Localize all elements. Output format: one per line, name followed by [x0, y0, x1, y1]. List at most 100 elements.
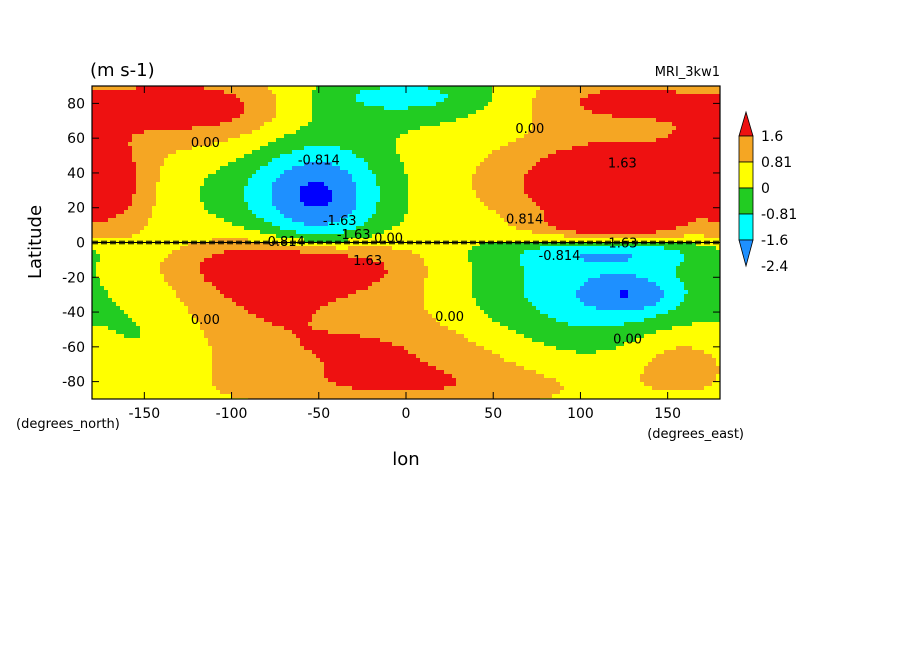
- field-cell: [368, 286, 425, 291]
- field-cell: [108, 326, 141, 331]
- x-axis-ticks: -150 -100 -50 0 50 100 150: [128, 86, 681, 422]
- field-cell: [664, 246, 717, 251]
- field-cell: [292, 218, 341, 223]
- field-cell: [244, 154, 281, 159]
- field-cell: [336, 298, 425, 303]
- field-cell: [160, 170, 217, 175]
- field-cell: [108, 218, 149, 223]
- field-cell: [652, 358, 717, 363]
- field-cell: [588, 278, 649, 283]
- field-cell: [112, 298, 181, 303]
- x-tick-label: -100: [216, 406, 248, 422]
- field-cell: [92, 258, 101, 263]
- field-cell: [252, 150, 293, 155]
- field-cell: [92, 126, 193, 131]
- field-cell: [428, 362, 517, 367]
- field-cell: [464, 334, 525, 339]
- field-cell: [300, 194, 333, 199]
- field-cell: [92, 106, 245, 111]
- field-cell: [688, 222, 720, 227]
- field-cell: [684, 286, 720, 291]
- field-cell: [624, 322, 693, 327]
- field-cell: [356, 94, 449, 99]
- field-cell: [300, 250, 413, 255]
- field-cell: [500, 146, 573, 151]
- field-cell: [400, 154, 489, 159]
- field-cell: [524, 186, 720, 191]
- field-cell: [244, 110, 277, 115]
- field-cell: [356, 206, 377, 211]
- field-cell: [508, 142, 589, 147]
- field-cell: [132, 150, 177, 155]
- x-units-label: (degrees_east): [647, 427, 744, 442]
- field-cell: [548, 314, 657, 319]
- field-cell: [224, 218, 265, 223]
- field-cell: [340, 218, 369, 223]
- field-cell: [212, 354, 317, 359]
- field-cell: [248, 206, 277, 211]
- field-cell: [584, 282, 657, 287]
- contour-label: -1.63: [323, 214, 357, 229]
- colorbar-segment: [738, 161, 754, 189]
- field-cell: [260, 230, 297, 235]
- field-cell: [300, 190, 333, 195]
- field-cell: [204, 330, 293, 335]
- field-cell: [296, 230, 345, 235]
- field-cell: [716, 378, 720, 383]
- field-cell: [436, 102, 489, 107]
- field-cell: [312, 114, 469, 119]
- field-cell: [644, 382, 713, 387]
- field-cell: [580, 102, 720, 107]
- field-cell: [92, 182, 137, 187]
- field-cell: [252, 210, 281, 215]
- units-label: (m s-1): [90, 60, 155, 81]
- contour-label: 0.814: [506, 212, 543, 227]
- field-cell: [264, 218, 293, 223]
- field-cell: [128, 314, 193, 319]
- field-cell: [208, 342, 301, 347]
- field-cell: [92, 186, 137, 191]
- field-cell: [532, 106, 585, 111]
- field-cell: [484, 158, 541, 163]
- field-cell: [396, 138, 517, 143]
- field-cell: [472, 266, 525, 271]
- field-cell: [96, 262, 161, 267]
- field-cell: [472, 294, 525, 299]
- field-cell: [364, 222, 401, 227]
- field-cell: [376, 210, 409, 215]
- field-cell: [276, 102, 313, 107]
- field-cell: [160, 266, 201, 271]
- field-cell: [92, 374, 213, 379]
- field-cell: [212, 362, 325, 367]
- field-cell: [424, 282, 473, 287]
- field-cell: [328, 378, 457, 383]
- field-cell: [716, 358, 720, 363]
- field-cell: [92, 94, 237, 99]
- field-cell: [628, 258, 685, 263]
- field-cell: [468, 114, 533, 119]
- field-cell: [424, 262, 473, 267]
- field-cell: [284, 326, 313, 331]
- field-cell: [532, 118, 657, 123]
- field-cell: [556, 378, 641, 383]
- field-cell: [92, 162, 137, 167]
- field-cell: [192, 126, 261, 131]
- field-cell: [408, 130, 529, 135]
- field-cell: [200, 194, 245, 199]
- field-cell: [716, 246, 720, 251]
- y-tick-label: 80: [67, 96, 85, 112]
- field-cell: [124, 210, 153, 215]
- field-cell: [520, 262, 681, 267]
- field-cell: [92, 238, 213, 243]
- field-cell: [420, 126, 533, 131]
- field-cell: [544, 210, 720, 215]
- field-cell: [656, 282, 685, 287]
- contour-label-layer: 0.00-0.814-1.63-0.814 -1.63 0.001.630.00 0.…: [191, 122, 642, 347]
- field-cell: [264, 122, 309, 127]
- field-cell: [132, 158, 165, 163]
- field-cell: [132, 318, 197, 323]
- field-cell: [268, 86, 317, 91]
- field-cell: [576, 350, 597, 355]
- field-cell: [236, 158, 273, 163]
- field-cell: [92, 90, 225, 95]
